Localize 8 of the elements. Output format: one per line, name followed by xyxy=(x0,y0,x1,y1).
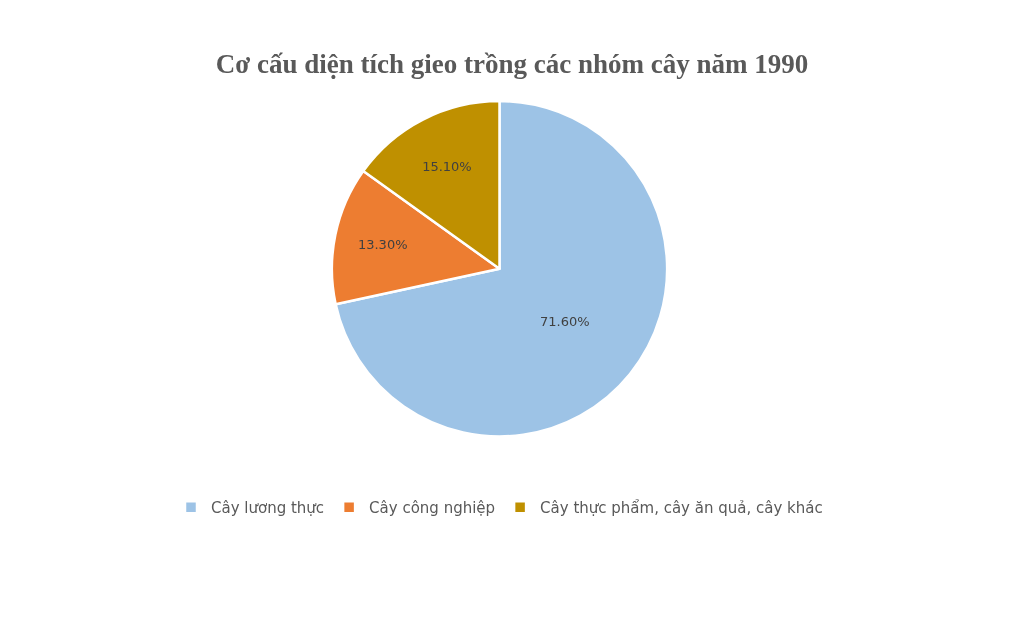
data-label: 15.10% xyxy=(422,158,472,174)
legend-label: Cây lương thực xyxy=(211,499,325,518)
legend-label: Cây thực phẩm, cây ăn quả, cây khác xyxy=(540,499,823,518)
data-label: 71.60% xyxy=(539,313,590,329)
data-label: 13.30% xyxy=(357,237,408,253)
pie-slice xyxy=(334,99,669,438)
chart-title: Cơ cấu diện tích gieo trồng các nhóm cây năm 1990 xyxy=(215,49,809,80)
legend-label: Cây công nghiệp xyxy=(369,499,496,518)
